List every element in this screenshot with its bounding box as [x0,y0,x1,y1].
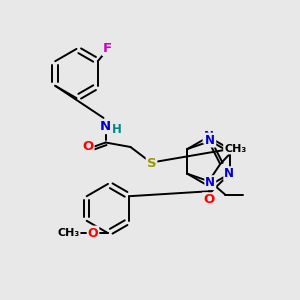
Text: F: F [103,42,112,55]
Text: N: N [203,130,214,143]
Text: CH₃: CH₃ [224,143,246,154]
Text: S: S [147,157,156,170]
Text: O: O [82,140,94,154]
Text: O: O [203,193,214,206]
Text: N: N [205,134,215,147]
Text: N: N [224,167,234,180]
Text: N: N [100,120,111,133]
Text: H: H [112,123,121,136]
Text: O: O [88,226,98,240]
Text: N: N [205,176,215,189]
Text: CH₃: CH₃ [57,228,80,238]
